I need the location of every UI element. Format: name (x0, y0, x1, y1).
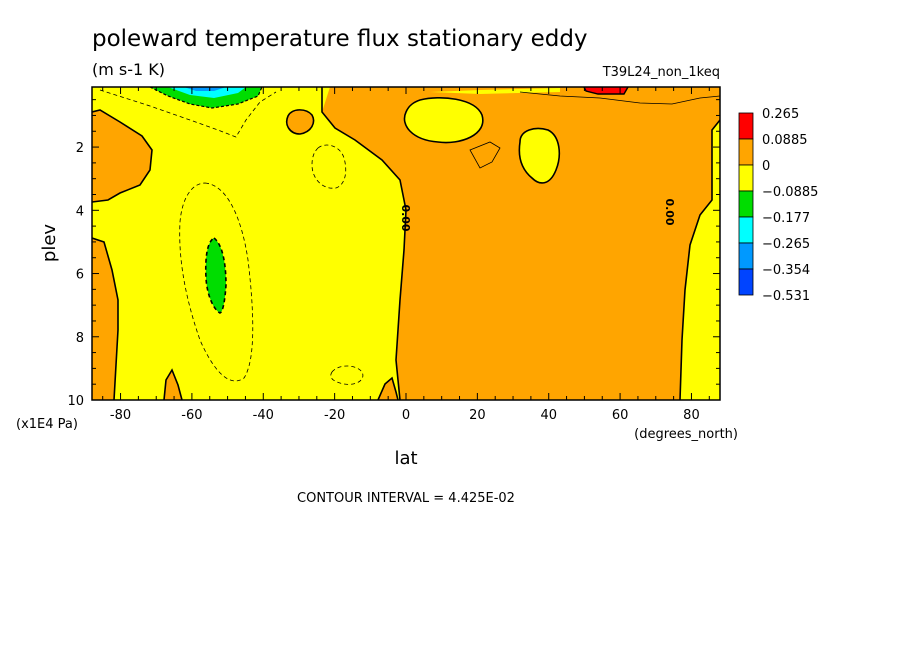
colorbar-label: −0.531 (762, 289, 810, 304)
colorbar-swatch (738, 112, 754, 140)
contour-interval: CONTOUR INTERVAL = 4.425E-02 (297, 491, 515, 506)
x-tick-label: -40 (253, 408, 274, 423)
region-antarctic-minimum-peak (184, 87, 226, 91)
contour-north-thin (469, 141, 501, 169)
plot-area: 0.00 0.00 (91, 86, 721, 401)
contour-zero-south-lower (92, 237, 119, 400)
y-tick-labels: 2 4 6 8 10 (67, 141, 84, 409)
chart-units: (m s-1 K) (92, 60, 165, 79)
contour-arctic-max (583, 87, 629, 95)
contour-arctic-thin (519, 91, 720, 105)
x-tick-label: -20 (324, 408, 345, 423)
contour-zero-equator-bottom (377, 376, 399, 400)
colorbar-label: −0.354 (762, 263, 810, 278)
x-tick-label: -80 (110, 408, 131, 423)
y-tick-label: 4 (76, 204, 84, 219)
run-label: T39L24_non_1keq (602, 65, 720, 80)
region-northern-hole-2 (519, 128, 560, 183)
y-tick-label: 8 (76, 331, 84, 346)
contour-zero-east (679, 119, 720, 400)
colorbar-swatch (738, 190, 754, 218)
x-tick-label: 20 (469, 408, 486, 423)
region-southern-minimum (205, 238, 226, 313)
y-axis-units: (x1E4 Pa) (16, 417, 78, 432)
contour-label-east: 0.00 (663, 198, 676, 225)
colorbar-label: −0.177 (762, 211, 810, 226)
region-antarctic-minimum-core (168, 87, 246, 98)
contour-southern-min-bold (204, 237, 227, 314)
x-tick-label: 0 (402, 408, 410, 423)
contour-zero-south-bottom (163, 368, 183, 400)
contour-zero-south-mid (285, 109, 315, 135)
region-south-lower-positive (92, 238, 118, 400)
region-northern-hole-1 (404, 97, 483, 143)
colorbar-swatch (738, 138, 754, 166)
contour-zero-south-pole (92, 109, 153, 203)
x-tick-label: -60 (181, 408, 202, 423)
region-northern-positive (322, 87, 720, 400)
region-arctic-maximum (584, 87, 628, 94)
chart-title: poleward temperature flux stationary edd… (92, 26, 588, 52)
colorbar-label: 0.0885 (762, 133, 808, 148)
y-tick-label: 2 (76, 141, 84, 156)
y-tick-label: 6 (76, 268, 84, 283)
region-south-bottom-positive (164, 370, 182, 400)
colorbar: 0.265 0.0885 0 −0.0885 −0.177 −0.265 −0.354 −0.… (738, 107, 818, 304)
y-axis-label: plev (39, 224, 60, 263)
colorbar-label: 0 (762, 159, 770, 174)
contour-zero-hole-1 (403, 97, 484, 144)
contour-antarctic-bold (149, 87, 263, 109)
x-tick-labels: -80 -60 -40 -20 0 20 40 60 80 (110, 408, 700, 423)
contour-zero-equator (321, 87, 407, 400)
colorbar-label: −0.265 (762, 237, 810, 252)
colorbar-swatch (738, 242, 754, 270)
x-tick-label: 60 (612, 408, 629, 423)
colorbar-swatch (738, 216, 754, 244)
contour-antarctic-dashed (99, 89, 277, 138)
x-tick-label: 80 (683, 408, 700, 423)
colorbar-label: 0.265 (762, 107, 799, 122)
region-south-mid-positive (286, 109, 314, 134)
colorbar-swatch (738, 268, 754, 296)
colorbar-label: −0.0885 (762, 185, 818, 200)
tick-marks (92, 87, 720, 400)
x-axis-units: (degrees_north) (634, 427, 738, 442)
contour-label-equator: 0.00 (399, 204, 412, 231)
x-axis-label: lat (394, 448, 417, 469)
contour-south-lower-dashed (330, 365, 364, 385)
x-tick-label: 40 (540, 408, 557, 423)
contour-southern-min-thin (179, 182, 254, 382)
colorbar-swatch (738, 164, 754, 192)
contour-zero-hole-2 (518, 127, 561, 184)
contour-south-mid-dashed (311, 144, 347, 189)
y-tick-label: 10 (67, 394, 84, 409)
